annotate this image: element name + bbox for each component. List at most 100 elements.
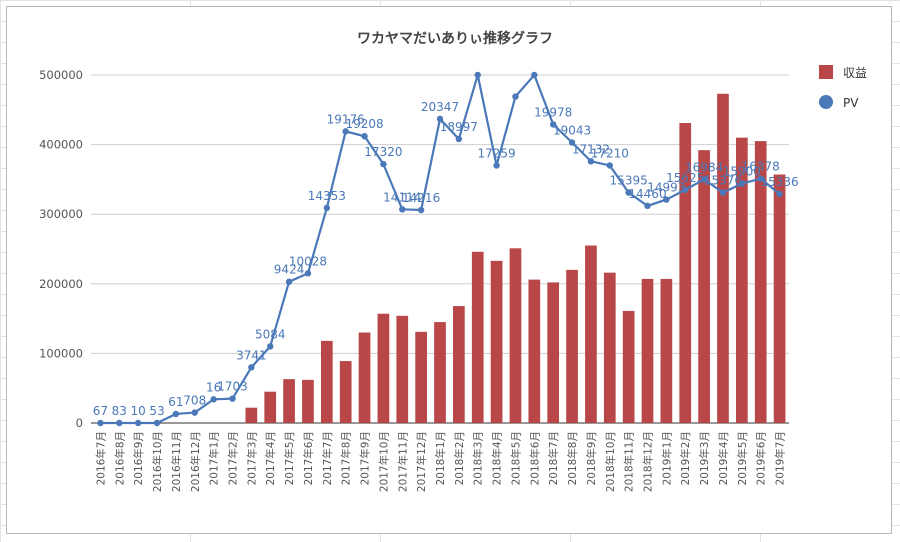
bar xyxy=(377,313,390,423)
line-point xyxy=(116,419,123,427)
bar xyxy=(566,269,578,423)
line-point xyxy=(399,206,406,213)
data-label: 19978 xyxy=(534,105,572,119)
bar-layer xyxy=(245,93,786,424)
data-label: 3741 xyxy=(236,348,267,362)
data-label: 14353 xyxy=(308,189,346,203)
line-point xyxy=(455,135,463,143)
data-label: 16984 xyxy=(685,160,723,174)
x-tick-label: 2016年7月 xyxy=(94,431,107,485)
x-tick-label: 2016年9月 xyxy=(132,431,145,485)
y-tick-label: 500000 xyxy=(39,68,83,82)
data-label: 19208 xyxy=(345,117,383,131)
data-label: 14114 xyxy=(383,190,421,204)
data-label: 61 xyxy=(168,395,183,409)
x-tick-label: 2019年6月 xyxy=(755,431,768,485)
data-label: 14993 xyxy=(647,181,685,195)
data-label: 15395 xyxy=(610,174,648,188)
bar xyxy=(717,93,729,424)
x-tick-label: 2017年2月 xyxy=(226,431,239,485)
line-point xyxy=(682,186,689,194)
line-point xyxy=(267,343,274,350)
x-tick-label: 2019年4月 xyxy=(717,431,730,485)
line-point xyxy=(606,162,613,169)
bar xyxy=(773,174,786,423)
data-label: 1703 xyxy=(217,380,248,394)
bar xyxy=(547,282,560,423)
data-label: 15900 xyxy=(723,165,761,179)
line-point xyxy=(719,189,727,196)
axis-layer: 0 100000 200000 300000 400000 500000 2016年7月 20… xyxy=(39,68,786,492)
line-point xyxy=(493,162,500,169)
line-point xyxy=(304,270,312,277)
legend-label: 収益 xyxy=(843,66,867,80)
bar xyxy=(302,379,314,423)
line-point xyxy=(644,202,651,210)
y-tick-label: 0 xyxy=(76,416,83,430)
line-point xyxy=(153,419,161,427)
y-tick-label: 100000 xyxy=(39,346,83,360)
chart-title: ワカヤマだいありぃ推移グラフ xyxy=(357,30,553,47)
x-tick-label: 2018年11月 xyxy=(623,431,636,492)
x-tick-label: 2018年6月 xyxy=(528,431,541,485)
data-label: 15625 xyxy=(666,171,704,185)
data-label: 14216 xyxy=(402,191,440,205)
line-point xyxy=(663,196,670,203)
x-tick-label: 2016年11月 xyxy=(170,431,183,492)
data-label: 17132 xyxy=(572,142,610,156)
x-tick-label: 2016年12月 xyxy=(189,431,202,492)
x-tick-label: 2019年1月 xyxy=(660,431,673,485)
line-point xyxy=(625,189,632,196)
line-point xyxy=(342,128,349,135)
x-tick-label: 2017年10月 xyxy=(377,431,390,492)
line-point xyxy=(531,71,538,79)
line-point xyxy=(436,115,444,123)
x-tick-label: 2016年8月 xyxy=(113,431,126,485)
x-tick-label: 2017年9月 xyxy=(359,431,372,485)
x-tick-label: 2017年12月 xyxy=(415,431,428,492)
y-tick-label: 300000 xyxy=(39,207,83,221)
legend[interactable]: 収益 PV xyxy=(819,65,867,110)
line-point xyxy=(568,139,576,146)
data-label: 708 xyxy=(183,394,206,408)
bar xyxy=(415,331,427,423)
bar xyxy=(603,272,616,423)
line-point xyxy=(738,180,746,187)
x-tick-label: 2019年3月 xyxy=(698,431,711,485)
bar xyxy=(396,315,409,423)
line-point xyxy=(285,278,293,285)
x-tick-label: 2017年3月 xyxy=(245,431,258,485)
data-label: 83 xyxy=(112,404,127,418)
bar xyxy=(339,361,352,423)
bar xyxy=(471,251,484,423)
line-point xyxy=(757,175,764,182)
line-point xyxy=(587,158,595,165)
bar xyxy=(585,245,597,423)
data-label: 16378 xyxy=(742,160,780,174)
x-tick-label: 2018年7月 xyxy=(547,431,560,485)
bar xyxy=(283,379,295,423)
bar xyxy=(528,279,541,423)
bar xyxy=(660,278,673,423)
x-tick-label: 2016年10月 xyxy=(151,431,164,492)
bar xyxy=(264,391,277,423)
line-point xyxy=(361,133,368,140)
bar xyxy=(698,150,710,423)
line-point xyxy=(700,176,708,183)
chart-card[interactable]: ワカヤマだいありぃ推移グラフ 67 83 10 53 61 708 16 1703 3741 50… xyxy=(6,6,892,534)
bar xyxy=(509,248,522,423)
data-label: 14460 xyxy=(628,187,666,201)
x-tick-label: 2018年9月 xyxy=(585,431,598,485)
line-point xyxy=(210,396,217,403)
legend-bar-swatch xyxy=(819,65,833,79)
x-tick-label: 2017年4月 xyxy=(264,431,277,485)
line-point xyxy=(191,409,198,416)
line-point xyxy=(248,364,255,371)
x-tick-label: 2018年1月 xyxy=(434,431,447,485)
bar xyxy=(679,123,692,424)
x-tick-label: 2017年1月 xyxy=(208,431,221,485)
data-label: 5084 xyxy=(255,327,286,341)
x-tick-label: 2018年10月 xyxy=(604,431,617,492)
data-label: 10028 xyxy=(289,254,327,268)
